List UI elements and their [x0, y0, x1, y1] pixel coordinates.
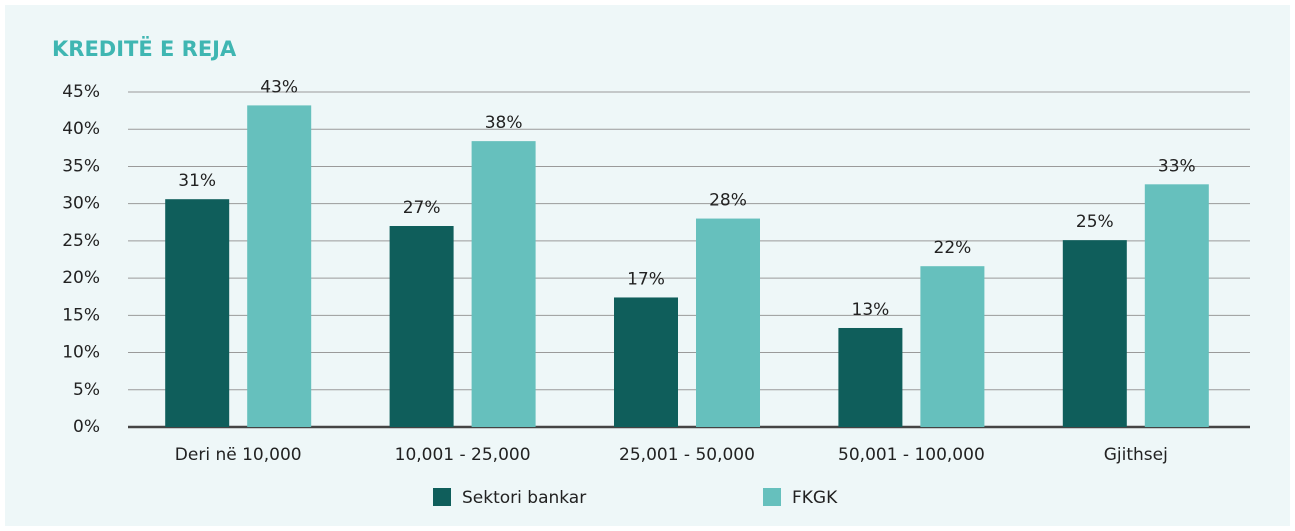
bar [389, 226, 454, 427]
y-tick-label: 35% [62, 156, 100, 176]
value-label: 25% [1076, 212, 1114, 232]
bar [920, 266, 985, 427]
legend-label: FKGK [792, 488, 838, 508]
y-tick-label: 20% [62, 268, 100, 288]
value-label: 38% [485, 113, 523, 133]
y-tick-label: 40% [62, 119, 100, 139]
y-tick-label: 10% [62, 343, 100, 363]
x-tick-label: 50,001 - 100,000 [838, 445, 985, 465]
y-tick-label: 30% [62, 194, 100, 214]
legend-label: Sektori bankar [462, 488, 586, 508]
legend-swatch [763, 488, 781, 506]
bar [471, 141, 536, 427]
x-tick-label: Gjithsej [1104, 445, 1168, 465]
bar [614, 297, 678, 427]
bar [1144, 184, 1209, 427]
value-label: 22% [934, 238, 972, 258]
y-tick-label: 15% [62, 305, 100, 325]
value-label: 43% [260, 77, 298, 97]
legend-swatch [433, 488, 451, 506]
x-tick-label: Deri në 10,000 [175, 445, 302, 465]
y-tick-label: 0% [73, 417, 100, 437]
bar [1062, 240, 1127, 427]
value-label: 33% [1158, 156, 1196, 176]
value-label: 31% [178, 171, 216, 191]
x-tick-label: 10,001 - 25,000 [395, 445, 531, 465]
bar [247, 105, 312, 428]
chart-title: KREDITË E REJA [52, 36, 237, 61]
bar [838, 327, 903, 427]
x-tick-label: 25,001 - 50,000 [619, 445, 755, 465]
y-tick-label: 25% [62, 231, 100, 251]
y-tick-label: 45% [62, 82, 100, 102]
bar [696, 218, 760, 427]
value-label: 17% [627, 269, 665, 289]
value-label: 13% [852, 300, 890, 320]
y-tick-label: 5% [73, 380, 100, 400]
value-label: 27% [403, 198, 441, 218]
bar [165, 199, 230, 427]
value-label: 28% [709, 191, 747, 211]
